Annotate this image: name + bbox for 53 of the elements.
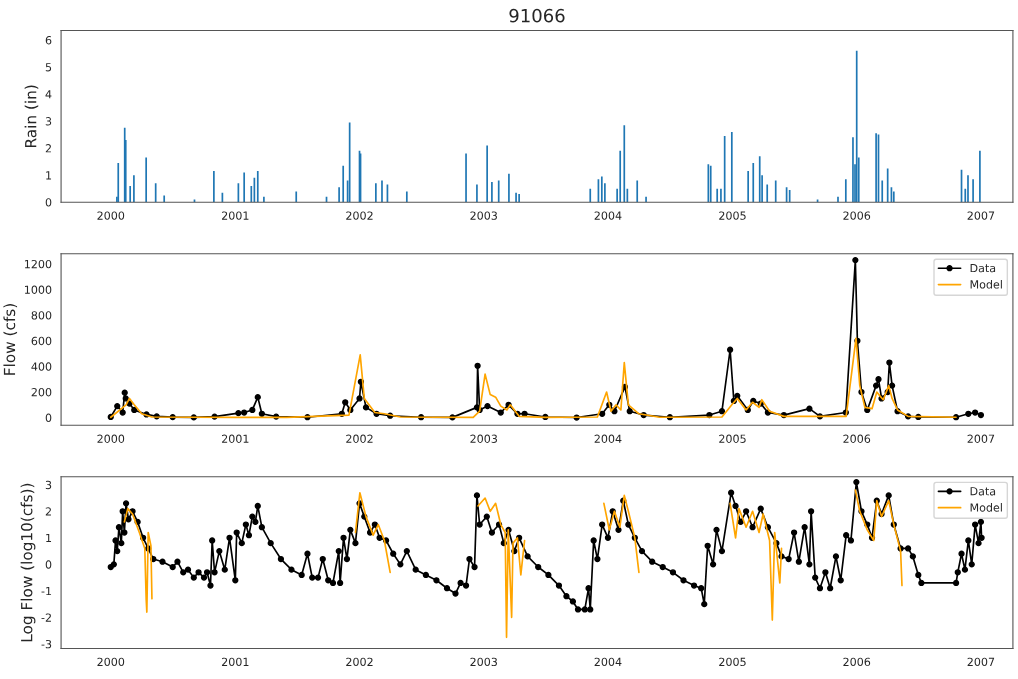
y-tick-label: 5 [45,63,52,72]
y-tick-label: 1 [46,171,52,180]
y-tick-label: 3 [45,480,52,490]
y-tick-label: 2 [45,507,51,516]
x-tick-label: 2005 [719,657,746,667]
y-tick-label: 0 [45,198,52,207]
y-tick-label: 600 [31,336,52,346]
x-tick-label: 2005 [719,434,746,443]
y-tick-label: 0 [45,413,52,423]
y-tick-label: 200 [31,387,52,397]
x-tick-label: 2007 [967,434,995,443]
x-tick-label: 2004 [594,657,622,667]
y-axis-title: Log Flow (log10(cfs)) [20,483,36,642]
legend-label: Data [970,264,996,273]
x-tick-label: 2000 [97,211,125,220]
y-tick-label: 0 [45,560,52,569]
y-tick-label: 3 [45,117,52,126]
x-tick-label: 2001 [221,211,249,220]
legend-label: Data [970,487,996,496]
x-tick-label: 2002 [346,657,373,667]
x-tick-label: 2001 [221,434,249,443]
x-tick-label: 2003 [470,211,497,220]
x-tick-label: 2004 [594,211,622,220]
x-tick-label: 2007 [967,211,995,220]
chart-title: 91066 [509,8,565,23]
y-tick-label: 800 [31,311,52,320]
x-tick-label: 2005 [719,211,746,220]
x-tick-label: 2002 [346,211,373,220]
y-tick-label: 1000 [24,285,52,294]
x-tick-label: 2002 [346,434,373,443]
x-tick-label: 2006 [843,657,871,667]
y-axis-title: Rain (in) [24,85,39,148]
y-tick-label: 1200 [24,259,52,269]
x-tick-label: 2003 [470,434,497,443]
y-tick-label: 4 [45,90,52,99]
x-tick-label: 2004 [594,434,622,443]
x-tick-label: 2006 [843,434,871,443]
y-tick-label: -3 [41,639,52,649]
x-tick-label: 2006 [843,211,871,220]
y-tick-label: 2 [45,144,51,153]
legend-label: Model [970,503,1002,512]
y-tick-label: 1 [46,533,52,543]
y-tick-label: 400 [31,362,52,371]
y-tick-label: -2 [41,613,51,622]
x-tick-label: 2000 [97,657,125,667]
x-tick-label: 2007 [967,657,995,667]
x-tick-label: 2000 [97,434,125,443]
x-tick-label: 2001 [221,657,249,667]
y-tick-label: -1 [41,587,52,596]
x-tick-label: 2003 [470,657,497,667]
legend-label: Model [970,279,1002,289]
y-axis-title: Flow (cfs) [3,304,18,375]
y-tick-label: 6 [45,35,52,45]
